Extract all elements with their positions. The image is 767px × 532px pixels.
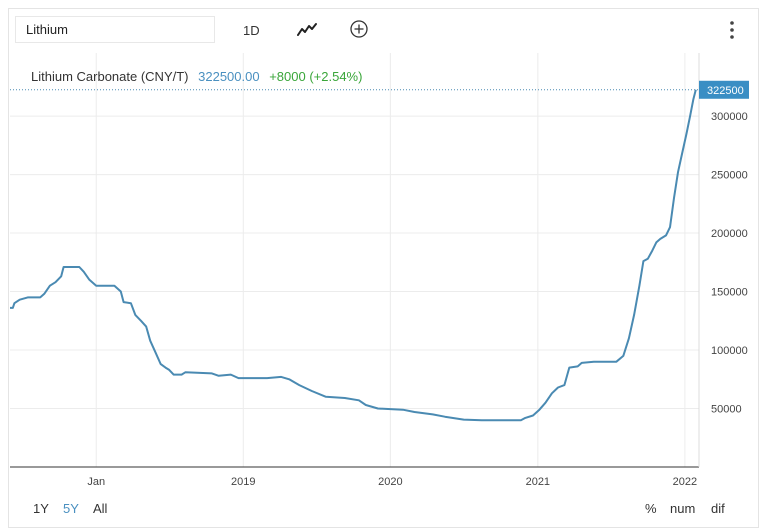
- x-tick-label: 2022: [673, 476, 697, 488]
- interval-button[interactable]: 1D: [243, 23, 260, 38]
- last-price-label: 322500: [707, 85, 744, 97]
- series-legend: Lithium Carbonate (CNY/T) 322500.00 +800…: [31, 69, 362, 84]
- last-price-label-bg: [699, 80, 749, 99]
- chart-widget: Lithium 1D 50000 100000 150000 200000 250000…: [8, 8, 759, 528]
- line-chart-icon[interactable]: [297, 20, 317, 40]
- range-selector: 1Y 5Y All % num dif: [9, 497, 758, 521]
- chart-toolbar: Lithium 1D: [9, 9, 758, 53]
- range-5y-button[interactable]: 5Y: [63, 501, 79, 516]
- series-name: Lithium Carbonate (CNY/T): [31, 69, 189, 84]
- percent-scale-button[interactable]: %: [645, 501, 657, 516]
- y-tick-label: 50000: [711, 404, 742, 416]
- series-change: +8000 (+2.54%): [269, 69, 363, 84]
- x-tick-label: 2019: [231, 476, 255, 488]
- y-tick-label: 200000: [711, 228, 748, 240]
- series-price: 322500.00: [198, 69, 260, 84]
- y-tick-label: 300000: [711, 111, 748, 123]
- series-line: [10, 89, 697, 422]
- diff-scale-button[interactable]: dif: [711, 501, 725, 516]
- y-tick-label: 150000: [711, 287, 748, 299]
- range-all-button[interactable]: All: [93, 501, 108, 516]
- symbol-search-input[interactable]: Lithium: [15, 16, 215, 43]
- x-tick-label: Jan: [87, 476, 105, 488]
- plus-circle-icon[interactable]: [349, 19, 369, 39]
- vertical-ellipsis-icon[interactable]: [727, 19, 737, 41]
- y-tick-label: 250000: [711, 170, 748, 182]
- x-tick-label: 2020: [378, 476, 402, 488]
- y-tick-label: 100000: [711, 345, 748, 357]
- range-1y-button[interactable]: 1Y: [33, 501, 49, 516]
- chart-plot[interactable]: 50000 100000 150000 200000 250000 300000 Jan 20…: [9, 9, 760, 497]
- number-scale-button[interactable]: num: [670, 501, 696, 516]
- x-tick-label: 2021: [526, 476, 550, 488]
